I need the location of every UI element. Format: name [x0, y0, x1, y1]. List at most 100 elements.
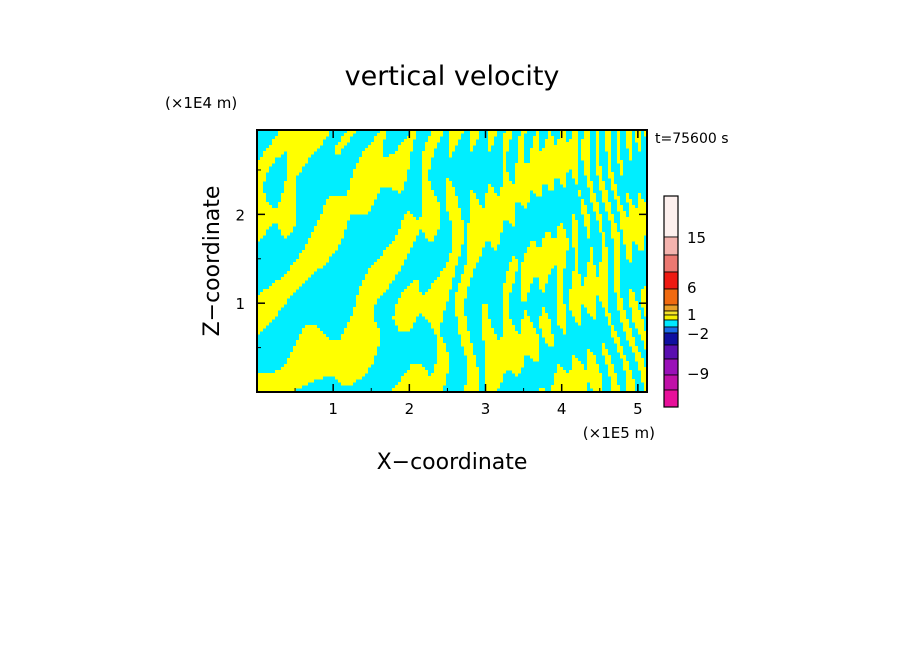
positive-region — [620, 316, 626, 320]
positive-region — [257, 313, 278, 317]
positive-region — [638, 361, 644, 365]
positive-region — [581, 148, 590, 152]
positive-region — [293, 262, 326, 266]
positive-region — [446, 205, 458, 209]
positive-region — [548, 343, 554, 347]
positive-region — [296, 343, 380, 347]
positive-region — [530, 151, 578, 155]
positive-region — [410, 130, 416, 134]
positive-region — [446, 196, 458, 200]
positive-region — [458, 289, 467, 293]
positive-region — [404, 139, 413, 143]
x-axis-label: X−coordinate — [377, 450, 528, 475]
positive-region — [437, 340, 443, 344]
positive-region — [506, 277, 515, 281]
positive-region — [614, 274, 620, 278]
positive-region — [488, 184, 491, 188]
positive-region — [596, 214, 602, 218]
positive-region — [641, 292, 647, 296]
positive-region — [359, 289, 386, 293]
positive-region — [521, 289, 530, 293]
positive-region — [587, 226, 590, 230]
positive-region — [644, 133, 647, 137]
positive-region — [617, 133, 620, 137]
positive-region — [278, 226, 293, 230]
positive-region — [644, 385, 647, 389]
positive-region — [629, 157, 632, 161]
positive-region — [629, 148, 632, 152]
positive-region — [257, 373, 365, 377]
positive-region — [521, 322, 533, 326]
positive-region — [638, 202, 647, 206]
positive-region — [557, 322, 566, 326]
positive-region — [635, 241, 644, 245]
colorbar-segment — [663, 304, 679, 312]
positive-region — [581, 142, 590, 146]
positive-region — [590, 256, 593, 260]
positive-region — [395, 304, 446, 308]
positive-region — [527, 250, 566, 254]
positive-region — [545, 235, 551, 239]
positive-region — [524, 313, 527, 317]
positive-region — [485, 205, 515, 209]
positive-region — [521, 262, 566, 266]
positive-region — [515, 166, 578, 170]
colorbar: 15 6 1−2 −9 — [663, 195, 709, 408]
positive-region — [548, 187, 554, 191]
positive-region — [608, 316, 611, 320]
positive-region — [383, 250, 410, 254]
positive-region — [485, 196, 530, 200]
positive-region — [440, 274, 455, 278]
positive-region — [620, 169, 623, 173]
positive-region — [449, 154, 452, 158]
positive-region — [623, 322, 629, 326]
positive-region — [617, 148, 620, 152]
positive-region — [503, 145, 509, 149]
positive-region — [485, 355, 524, 359]
positive-region — [599, 271, 608, 275]
positive-region — [398, 382, 446, 386]
positive-region — [488, 136, 494, 140]
positive-region — [614, 283, 620, 287]
positive-region — [620, 226, 647, 230]
positive-region — [596, 151, 599, 155]
positive-region — [539, 316, 548, 320]
positive-region — [617, 154, 620, 158]
positive-region — [458, 286, 467, 290]
positive-region — [626, 385, 635, 389]
positive-region — [257, 214, 296, 218]
positive-region — [263, 289, 296, 293]
positive-region — [284, 181, 296, 185]
positive-region — [548, 130, 551, 134]
positive-region — [554, 379, 602, 383]
positive-region — [617, 295, 620, 299]
positive-region — [503, 172, 509, 176]
positive-region — [398, 328, 410, 332]
positive-region — [425, 232, 437, 236]
positive-region — [257, 325, 266, 329]
positive-region — [335, 151, 341, 155]
positive-region — [437, 355, 449, 359]
positive-region — [587, 274, 596, 278]
chart-title: vertical velocity — [345, 61, 560, 92]
positive-region — [644, 388, 647, 392]
positive-region — [395, 307, 446, 311]
positive-region — [557, 142, 578, 146]
positive-region — [353, 172, 407, 176]
positive-region — [635, 352, 641, 356]
positive-region — [281, 199, 296, 203]
positive-region — [620, 310, 626, 314]
positive-region — [575, 319, 581, 323]
positive-region — [446, 181, 452, 185]
positive-region — [584, 280, 608, 284]
positive-region — [461, 334, 470, 338]
positive-region — [287, 178, 296, 182]
positive-region — [644, 346, 647, 350]
positive-region — [521, 277, 533, 281]
positive-region — [323, 205, 371, 209]
positive-region — [644, 313, 647, 317]
positive-region — [584, 214, 590, 218]
positive-region — [584, 136, 590, 140]
positive-region — [608, 163, 611, 167]
positive-region — [467, 244, 485, 248]
